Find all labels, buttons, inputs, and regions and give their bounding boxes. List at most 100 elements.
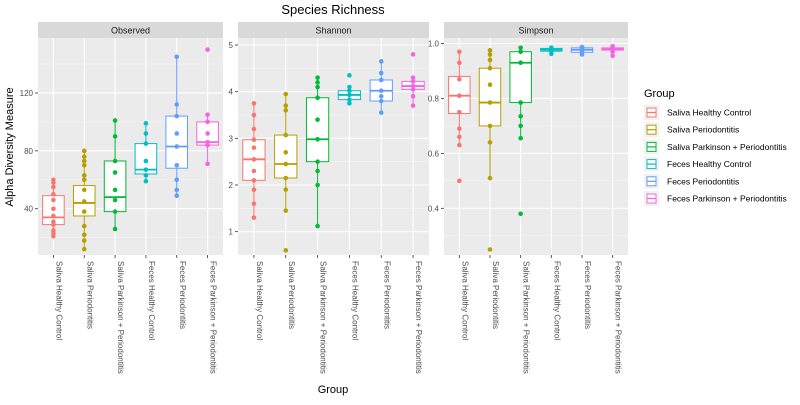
data-point <box>283 132 289 138</box>
y-tick-label: 0.6 <box>428 149 440 158</box>
data-point <box>283 91 289 97</box>
data-point <box>251 178 257 183</box>
box-saliva-healthy-control <box>242 101 266 220</box>
data-point <box>315 95 320 101</box>
data-point <box>81 232 87 238</box>
panel-background <box>238 38 429 255</box>
data-point <box>457 178 462 184</box>
data-point <box>81 223 87 229</box>
data-point <box>112 118 118 123</box>
facet-strip-label: Observed <box>111 26 150 36</box>
box-feces-parkinson-periodontitis <box>196 47 219 167</box>
data-point <box>251 137 257 143</box>
data-point <box>251 145 257 150</box>
data-point <box>205 112 210 117</box>
data-point <box>143 173 149 178</box>
data-point <box>112 226 118 232</box>
legend-label: Feces Healthy Control <box>667 159 751 169</box>
data-point <box>174 163 180 168</box>
data-point <box>143 131 149 136</box>
x-tick-label: Saliva Periodontitis <box>287 261 296 329</box>
data-point <box>174 177 180 183</box>
box-iqr <box>274 134 298 179</box>
data-point <box>81 148 87 154</box>
y-tick-label: 3 <box>229 134 234 143</box>
data-point <box>378 88 384 94</box>
y-tick-label: 120 <box>20 89 34 98</box>
data-point <box>112 187 118 193</box>
data-point <box>205 139 210 145</box>
legend-item: Saliva Parkinson + Periodontitis <box>644 139 787 155</box>
data-point <box>610 43 615 49</box>
x-tick-label: Feces Parkinson + Periodontitis <box>414 261 423 374</box>
box-iqr <box>305 97 330 163</box>
panel-background <box>38 38 223 255</box>
data-point <box>518 113 523 119</box>
data-point <box>205 47 210 52</box>
data-point <box>283 150 289 155</box>
data-point <box>51 191 56 197</box>
facet-strip <box>38 22 223 38</box>
box-saliva-periodontitis <box>72 148 96 252</box>
data-point <box>283 248 289 253</box>
data-point <box>283 175 289 181</box>
x-tick-label: Feces Healthy Control <box>350 261 359 340</box>
x-tick-label: Saliva Parkinson + Periodontitis <box>116 261 125 374</box>
data-point <box>205 119 210 125</box>
box-iqr <box>478 67 502 127</box>
data-point <box>51 213 56 219</box>
data-point <box>457 93 462 98</box>
data-point <box>205 161 210 167</box>
data-point <box>410 103 416 108</box>
data-point <box>251 168 257 174</box>
data-point <box>51 177 56 183</box>
data-point <box>81 238 87 243</box>
legend-label: Feces Periodontitis <box>667 176 739 186</box>
panel-observed: Observed 40 80 120 Saliva Healthy Control Sal… <box>20 22 223 374</box>
data-point <box>315 159 320 164</box>
data-point <box>251 215 257 220</box>
data-point <box>81 187 87 193</box>
data-point <box>378 70 384 76</box>
legend: Group Saliva Healthy Control Saliva Perio… <box>644 88 787 206</box>
data-point <box>457 142 462 148</box>
box-iqr <box>165 115 189 169</box>
data-point <box>457 76 462 82</box>
data-point <box>174 144 180 149</box>
panel-background <box>444 38 628 255</box>
data-point <box>457 49 462 55</box>
data-point <box>283 103 289 108</box>
box-saliva-parkinson-periodontitis <box>103 118 127 232</box>
data-point <box>143 141 149 146</box>
panel-shannon: Shannon 1 2 3 4 5 Saliva Healthy Control Saliva… <box>229 22 429 374</box>
box-iqr <box>103 160 127 213</box>
data-point <box>81 158 87 164</box>
data-point <box>174 193 180 198</box>
data-point <box>51 228 56 233</box>
data-point <box>487 65 493 71</box>
data-point <box>81 154 87 159</box>
box-saliva-healthy-control <box>42 177 65 239</box>
data-point <box>81 199 87 204</box>
data-point <box>518 49 523 55</box>
facet-strip <box>238 22 429 38</box>
data-point <box>315 182 320 188</box>
data-point <box>315 80 320 85</box>
data-point <box>251 157 257 162</box>
legend-item: Feces Parkinson + Periodontitis <box>644 191 787 206</box>
x-tick-label: Feces Periodontitis <box>583 261 592 329</box>
panel-simpson: Simpson 0.4 0.6 0.8 1.0 Saliva Healthy Contro… <box>428 22 628 374</box>
x-tick-label: Feces Healthy Control <box>552 261 561 340</box>
box-feces-periodontitis <box>369 59 393 115</box>
data-point <box>251 187 257 192</box>
data-point <box>283 161 289 167</box>
facet-panels: Observed 40 80 120 Saliva Healthy Control Sal… <box>20 22 628 374</box>
data-point <box>143 158 149 164</box>
x-tick-label: Feces Parkinson + Periodontitis <box>209 261 218 374</box>
x-axis-label: Group <box>318 384 349 396</box>
x-tick-label: Saliva Periodontitis <box>491 261 500 329</box>
x-tick-label: Feces Healthy Control <box>147 261 156 340</box>
data-point <box>378 59 384 64</box>
data-point <box>410 52 416 57</box>
data-point <box>51 184 56 190</box>
